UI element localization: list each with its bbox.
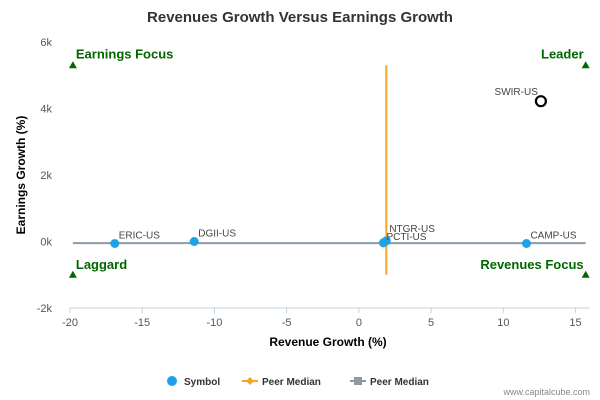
- legend-label: Symbol: [184, 377, 220, 388]
- y-tick-label: 2k: [40, 170, 52, 182]
- quadrant-marker-earnings-focus: [68, 61, 77, 69]
- legend-marker-diamond: [246, 377, 254, 385]
- quadrant-label-laggard: Laggard: [76, 257, 127, 272]
- x-tick-label: 0: [356, 317, 362, 329]
- legend-item-2: Peer Median: [242, 377, 321, 388]
- legend-item-3: Peer Median: [350, 377, 429, 388]
- point-label-dgii-us: DGII-US: [198, 229, 236, 240]
- point-label-camp-us: CAMP-US: [530, 230, 576, 241]
- x-tick-label: 10: [497, 317, 509, 329]
- highlight-point-swir-us: [534, 95, 547, 108]
- x-axis-title: Revenue Growth (%): [269, 335, 386, 349]
- x-tick-label: 5: [428, 317, 434, 329]
- plot-area: -20 -15 -10 -5 0 5 10 15 -2k 0k 2k 4k 6k ERIC-US DGI…: [37, 37, 590, 329]
- legend-label: Peer Median: [370, 377, 429, 388]
- quadrant-label-revenues-focus: Revenues Focus: [480, 257, 583, 272]
- point-pcti-us: [378, 238, 388, 248]
- y-tick-label: 6k: [40, 37, 52, 49]
- legend: Symbol Peer Median Peer Median: [167, 376, 429, 388]
- point-dgii-us: [189, 237, 199, 246]
- point-label-pcti-us: PCTI-US: [386, 232, 426, 243]
- legend-label: Peer Median: [262, 377, 321, 388]
- legend-marker-circle: [167, 376, 177, 386]
- x-tick-label: -5: [282, 317, 292, 329]
- y-ticks: -2k 0k 2k 4k 6k: [37, 37, 53, 315]
- point-eric-us: [110, 238, 120, 248]
- x-tick-label: -20: [62, 317, 78, 329]
- y-tick-label: -2k: [37, 303, 53, 315]
- quadrant-marker-laggard: [68, 270, 77, 278]
- quadrant-marker-leader: [581, 61, 590, 69]
- y-axis-title: Earnings Growth (%): [14, 116, 28, 235]
- point-label-ntgr-us: NTGR-US: [389, 224, 435, 235]
- legend-marker-square: [354, 377, 362, 385]
- x-tick-label: 15: [569, 317, 581, 329]
- quadrant-marker-revenues-focus: [581, 270, 590, 278]
- x-tick-label: -15: [134, 317, 150, 329]
- quadrant-label-earnings-focus: Earnings Focus: [76, 46, 174, 61]
- quadrant-labels: Earnings Focus Leader Laggard Revenues Focu…: [68, 46, 590, 278]
- highlight-label-swir-us: SWIR-US: [495, 87, 539, 98]
- point-camp-us: [521, 238, 531, 248]
- quadrant-label-leader: Leader: [541, 46, 584, 61]
- legend-item-1: Symbol: [167, 376, 220, 388]
- point-label-eric-us: ERIC-US: [119, 230, 160, 241]
- x-tick-label: -10: [206, 317, 222, 329]
- y-tick-label: 4k: [40, 104, 52, 116]
- chart-title: Revenues Growth Versus Earnings Growth: [147, 9, 453, 26]
- y-tick-label: 0k: [40, 237, 52, 249]
- x-ticks: -20 -15 -10 -5 0 5 10 15: [62, 308, 582, 329]
- credit-text: www.capitalcube.com: [502, 387, 590, 397]
